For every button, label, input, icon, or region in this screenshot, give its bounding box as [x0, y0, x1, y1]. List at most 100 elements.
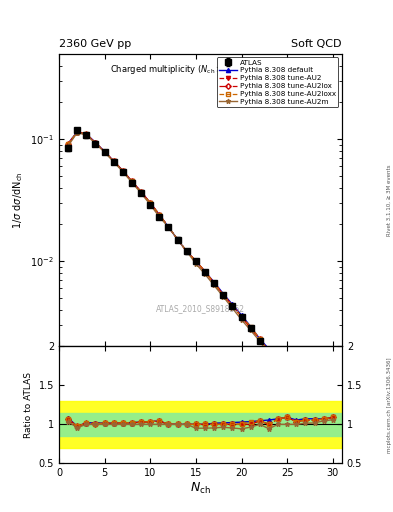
Pythia 8.308 tune-AU2lox — [239, 313, 244, 319]
Pythia 8.308 default — [66, 140, 70, 146]
Pythia 8.308 tune-AU2 — [257, 336, 262, 342]
Pythia 8.308 tune-AU2 — [130, 178, 134, 184]
Pythia 8.308 tune-AU2loxx — [157, 211, 162, 218]
Pythia 8.308 tune-AU2m — [75, 130, 79, 136]
Pythia 8.308 default — [121, 167, 125, 174]
Pythia 8.308 tune-AU2lox — [221, 291, 226, 297]
Pythia 8.308 tune-AU2lox — [193, 258, 198, 264]
Pythia 8.308 tune-AU2m — [139, 190, 143, 196]
X-axis label: $N_{\rm ch}$: $N_{\rm ch}$ — [190, 481, 211, 496]
Pythia 8.308 tune-AU2m — [148, 202, 152, 208]
Pythia 8.308 tune-AU2m — [248, 327, 253, 333]
Pythia 8.308 tune-AU2loxx — [193, 258, 198, 264]
Pythia 8.308 tune-AU2 — [93, 140, 98, 146]
Pythia 8.308 tune-AU2 — [248, 325, 253, 331]
Pythia 8.308 tune-AU2m — [193, 261, 198, 267]
Pythia 8.308 tune-AU2 — [312, 408, 317, 414]
Pythia 8.308 default — [303, 395, 308, 401]
Pythia 8.308 tune-AU2m — [331, 434, 335, 440]
Pythia 8.308 tune-AU2 — [121, 167, 125, 174]
Pythia 8.308 default — [239, 312, 244, 318]
Pythia 8.308 tune-AU2lox — [157, 211, 162, 218]
Pythia 8.308 tune-AU2m — [157, 214, 162, 220]
Pythia 8.308 default — [193, 258, 198, 264]
Pythia 8.308 default — [93, 139, 98, 145]
Pythia 8.308 tune-AU2loxx — [102, 148, 107, 155]
Pythia 8.308 tune-AU2loxx — [139, 188, 143, 195]
Pythia 8.308 tune-AU2lox — [166, 224, 171, 230]
Pythia 8.308 default — [84, 131, 89, 137]
Pythia 8.308 tune-AU2loxx — [294, 383, 299, 390]
Pythia 8.308 tune-AU2 — [175, 237, 180, 243]
Pythia 8.308 tune-AU2loxx — [148, 200, 152, 206]
Pythia 8.308 tune-AU2 — [166, 224, 171, 230]
Pythia 8.308 tune-AU2lox — [257, 336, 262, 342]
Pythia 8.308 tune-AU2m — [175, 237, 180, 243]
Pythia 8.308 tune-AU2loxx — [175, 237, 180, 243]
Text: mcplots.cern.ch [arXiv:1306.3436]: mcplots.cern.ch [arXiv:1306.3436] — [387, 357, 391, 453]
Text: Charged multiplicity ($N_{\rm ch} > 1, p_T > 0.5$ GeV): Charged multiplicity ($N_{\rm ch} > 1, p… — [110, 62, 291, 76]
Pythia 8.308 tune-AU2lox — [66, 141, 70, 147]
Pythia 8.308 tune-AU2m — [212, 283, 217, 289]
Pythia 8.308 default — [184, 248, 189, 254]
Pythia 8.308 tune-AU2lox — [93, 140, 98, 146]
Pythia 8.308 tune-AU2m — [230, 305, 235, 311]
Pythia 8.308 tune-AU2m — [312, 410, 317, 416]
Pythia 8.308 default — [157, 211, 162, 218]
Pythia 8.308 tune-AU2lox — [203, 268, 208, 274]
Pythia 8.308 tune-AU2 — [193, 258, 198, 264]
Line: Pythia 8.308 tune-AU2: Pythia 8.308 tune-AU2 — [66, 130, 335, 438]
Pythia 8.308 tune-AU2m — [257, 338, 262, 344]
Pythia 8.308 default — [294, 382, 299, 389]
Pythia 8.308 tune-AU2 — [111, 158, 116, 164]
Text: 2360 GeV pp: 2360 GeV pp — [59, 38, 131, 49]
Pythia 8.308 default — [257, 336, 262, 342]
Pythia 8.308 tune-AU2lox — [294, 383, 299, 390]
Pythia 8.308 default — [285, 370, 290, 376]
Pythia 8.308 tune-AU2m — [66, 143, 70, 149]
Pythia 8.308 tune-AU2lox — [331, 433, 335, 439]
Line: Pythia 8.308 tune-AU2lox: Pythia 8.308 tune-AU2lox — [66, 130, 335, 437]
Pythia 8.308 tune-AU2 — [66, 142, 70, 148]
Pythia 8.308 tune-AU2lox — [148, 200, 152, 206]
Pythia 8.308 default — [230, 302, 235, 308]
Pythia 8.308 tune-AU2 — [84, 132, 89, 138]
Pythia 8.308 tune-AU2 — [331, 433, 335, 439]
Pythia 8.308 tune-AU2 — [294, 383, 299, 390]
Pythia 8.308 tune-AU2loxx — [212, 280, 217, 286]
Text: Rivet 3.1.10, ≥ 3M events: Rivet 3.1.10, ≥ 3M events — [387, 164, 391, 236]
Pythia 8.308 tune-AU2m — [121, 168, 125, 175]
Pythia 8.308 tune-AU2 — [275, 358, 280, 365]
Pythia 8.308 default — [248, 324, 253, 330]
Pythia 8.308 tune-AU2 — [285, 370, 290, 376]
Text: Soft QCD: Soft QCD — [292, 38, 342, 49]
Pythia 8.308 default — [312, 407, 317, 413]
Pythia 8.308 tune-AU2loxx — [111, 158, 116, 164]
Pythia 8.308 default — [130, 178, 134, 184]
Bar — [59, 401, 342, 448]
Pythia 8.308 default — [212, 279, 217, 285]
Pythia 8.308 tune-AU2lox — [175, 237, 180, 243]
Pythia 8.308 default — [166, 224, 171, 230]
Pythia 8.308 tune-AU2 — [184, 248, 189, 254]
Pythia 8.308 tune-AU2 — [321, 420, 326, 426]
Pythia 8.308 tune-AU2loxx — [221, 291, 226, 297]
Legend: ATLAS, Pythia 8.308 default, Pythia 8.308 tune-AU2, Pythia 8.308 tune-AU2lox, Py: ATLAS, Pythia 8.308 default, Pythia 8.30… — [217, 57, 338, 107]
Pythia 8.308 tune-AU2 — [139, 188, 143, 195]
Pythia 8.308 tune-AU2loxx — [331, 433, 335, 439]
Pythia 8.308 tune-AU2loxx — [257, 336, 262, 342]
Pythia 8.308 tune-AU2loxx — [275, 358, 280, 365]
Pythia 8.308 tune-AU2loxx — [166, 224, 171, 230]
Pythia 8.308 default — [75, 129, 79, 135]
Pythia 8.308 tune-AU2loxx — [312, 408, 317, 414]
Pythia 8.308 tune-AU2loxx — [321, 420, 326, 426]
Pythia 8.308 tune-AU2 — [266, 349, 271, 355]
Pythia 8.308 tune-AU2m — [111, 159, 116, 165]
Pythia 8.308 tune-AU2lox — [75, 129, 79, 135]
Pythia 8.308 tune-AU2loxx — [184, 248, 189, 254]
Pythia 8.308 default — [139, 188, 143, 195]
Pythia 8.308 tune-AU2 — [230, 303, 235, 309]
Pythia 8.308 tune-AU2loxx — [84, 131, 89, 137]
Pythia 8.308 tune-AU2 — [212, 280, 217, 286]
Line: Pythia 8.308 default: Pythia 8.308 default — [66, 130, 335, 438]
